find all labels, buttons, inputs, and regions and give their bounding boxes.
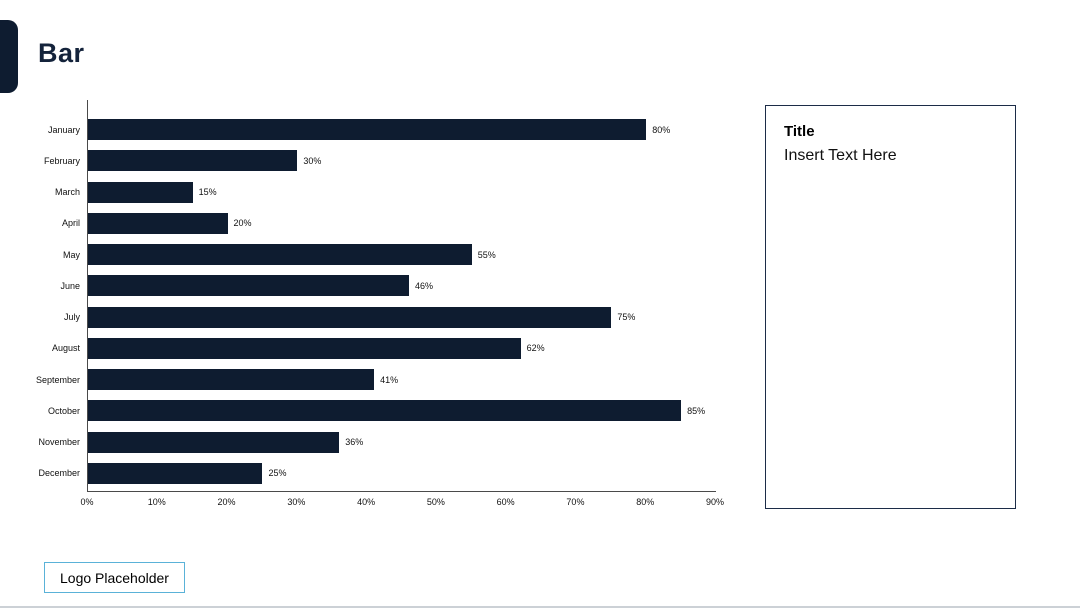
x-axis-tick: 10% (147, 497, 166, 507)
bar-row: May 55% (63, 239, 716, 270)
value-label: 55% (477, 249, 496, 260)
x-axis-tick: 30% (287, 497, 306, 507)
category-label: May (62, 249, 80, 260)
bar (88, 306, 612, 328)
accent-tab-shape (0, 20, 18, 93)
bar (88, 400, 682, 422)
chart-plot-area: January 80% February 30% March 15% April 20% May… (36, 100, 716, 492)
bar (88, 369, 375, 391)
bar-row: February 30% (44, 145, 716, 176)
bar-row: August 62% (52, 333, 716, 364)
category-label: April (61, 218, 80, 229)
bar (88, 244, 472, 266)
value-label: 25% (268, 468, 287, 479)
bar-row: December 25% (38, 458, 716, 489)
bar-series: January 80% February 30% March 15% April 20% May… (36, 114, 716, 489)
value-label: 46% (414, 280, 433, 291)
x-axis-tick: 60% (496, 497, 515, 507)
bar-row: June 46% (60, 270, 716, 301)
x-axis-tick: 70% (566, 497, 585, 507)
x-axis-tick: 0% (80, 497, 94, 507)
bar (88, 431, 340, 453)
category-label: March (54, 187, 80, 198)
side-text-panel[interactable]: Title Insert Text Here (765, 105, 1016, 509)
category-label: September (35, 374, 80, 385)
bar (88, 337, 521, 359)
value-label: 41% (380, 374, 399, 385)
value-label: 30% (303, 155, 322, 166)
bar-row: September 41% (36, 364, 716, 395)
bar (88, 212, 228, 234)
page-title: Bar (38, 38, 85, 68)
value-label: 62% (526, 343, 545, 354)
category-label: October (47, 405, 80, 416)
x-axis-tick: 50% (426, 497, 445, 507)
bar-row: March 15% (55, 177, 716, 208)
value-label: 36% (345, 437, 364, 448)
panel-title: Title (784, 123, 815, 140)
bar-row: October 85% (48, 395, 716, 426)
bar-row: April 20% (62, 208, 716, 239)
category-label: August (51, 343, 80, 354)
bar (88, 150, 298, 172)
value-label: 75% (617, 312, 636, 323)
bar-chart: January 80% February 30% March 15% April 20% May… (0, 100, 740, 512)
bar-row: November 36% (38, 427, 716, 458)
bar (88, 181, 193, 203)
x-axis-tick: 90% (705, 497, 725, 507)
value-label: 85% (687, 405, 706, 416)
logo-placeholder-label: Logo Placeholder (60, 569, 169, 586)
category-label: January (47, 124, 80, 135)
category-label: June (60, 280, 80, 291)
value-label: 15% (198, 187, 217, 198)
category-label: December (38, 468, 80, 479)
logo-placeholder-box[interactable]: Logo Placeholder (44, 562, 185, 593)
x-axis-tick: 40% (357, 497, 376, 507)
value-label: 80% (652, 124, 671, 135)
panel-body-placeholder: Insert Text Here (784, 147, 897, 164)
value-label: 20% (233, 218, 252, 229)
category-label: February (43, 155, 80, 166)
slide-bottom-edge (0, 606, 1080, 608)
category-label: November (38, 437, 80, 448)
x-axis-tick: 80% (636, 497, 655, 507)
bar (88, 275, 409, 297)
category-label: July (63, 312, 80, 323)
bar-row: July 75% (64, 302, 716, 333)
bar (88, 119, 647, 141)
bar-row: January 80% (48, 114, 716, 145)
x-axis-tick: 20% (217, 497, 236, 507)
x-axis-tick-labels: 0% 10% 20% 30% 40% 50% 60% 70% 80% 90% (80, 493, 724, 507)
bar (88, 462, 263, 484)
